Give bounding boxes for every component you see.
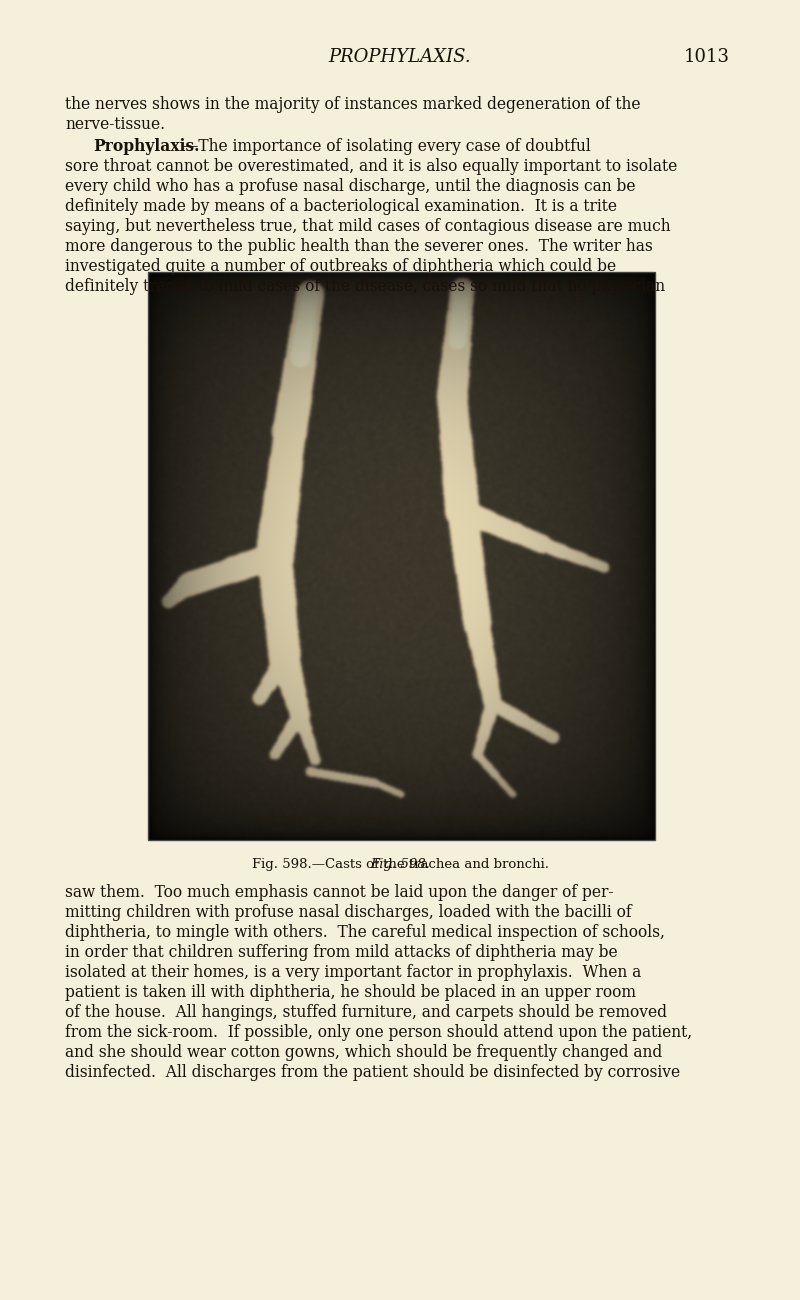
Text: every child who has a profuse nasal discharge, until the diagnosis can be: every child who has a profuse nasal disc…	[65, 178, 635, 195]
Text: definitely traced to mild cases of the disease, cases so mild that no physician: definitely traced to mild cases of the d…	[65, 278, 665, 295]
Bar	[148, 272, 655, 840]
Text: Fig. 598.: Fig. 598.	[370, 858, 430, 871]
Text: nerve-tissue.: nerve-tissue.	[65, 116, 165, 133]
Text: sore throat cannot be overestimated, and it is also equally important to isolate: sore throat cannot be overestimated, and…	[65, 159, 678, 176]
Text: disinfected.  All discharges from the patient should be disinfected by corrosive: disinfected. All discharges from the pat…	[65, 1063, 680, 1082]
Text: definitely made by means of a bacteriological examination.  It is a trite: definitely made by means of a bacteriolo…	[65, 198, 617, 214]
Text: saying, but nevertheless true, that mild cases of contagious disease are much: saying, but nevertheless true, that mild…	[65, 218, 670, 235]
Text: more dangerous to the public health than the severer ones.  The writer has: more dangerous to the public health than…	[65, 238, 653, 255]
Text: 1013: 1013	[684, 48, 730, 66]
Text: diphtheria, to mingle with others.  The careful medical inspection of schools,: diphtheria, to mingle with others. The c…	[65, 924, 665, 941]
Text: Prophylaxis.: Prophylaxis.	[93, 138, 199, 155]
Text: patient is taken ill with diphtheria, he should be placed in an upper room: patient is taken ill with diphtheria, he…	[65, 984, 636, 1001]
Text: the nerves shows in the majority of instances marked degeneration of the: the nerves shows in the majority of inst…	[65, 96, 641, 113]
Text: Fig. 598.—Casts of the trachea and bronchi.: Fig. 598.—Casts of the trachea and bronc…	[251, 858, 549, 871]
Text: investigated quite a number of outbreaks of diphtheria which could be: investigated quite a number of outbreaks…	[65, 257, 616, 276]
Text: and she should wear cotton gowns, which should be frequently changed and: and she should wear cotton gowns, which …	[65, 1044, 662, 1061]
Text: mitting children with profuse nasal discharges, loaded with the bacilli of: mitting children with profuse nasal disc…	[65, 903, 632, 920]
Text: in order that children suffering from mild attacks of diphtheria may be: in order that children suffering from mi…	[65, 944, 618, 961]
Text: —The importance of isolating every case of doubtful: —The importance of isolating every case …	[183, 138, 590, 155]
Text: PROPHYLAXIS.: PROPHYLAXIS.	[329, 48, 471, 66]
Text: from the sick-room.  If possible, only one person should attend upon the patient: from the sick-room. If possible, only on…	[65, 1024, 692, 1041]
Text: saw them.  Too much emphasis cannot be laid upon the danger of per-: saw them. Too much emphasis cannot be la…	[65, 884, 614, 901]
Text: isolated at their homes, is a very important factor in prophylaxis.  When a: isolated at their homes, is a very impor…	[65, 965, 642, 982]
Text: of the house.  All hangings, stuffed furniture, and carpets should be removed: of the house. All hangings, stuffed furn…	[65, 1004, 667, 1020]
